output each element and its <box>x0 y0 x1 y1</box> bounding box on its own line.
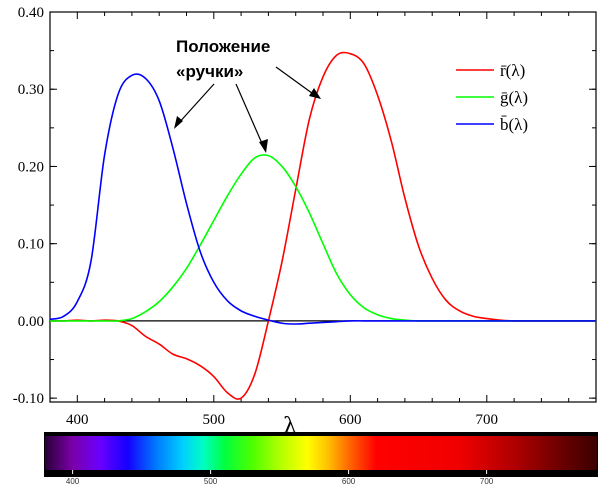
spectrum-ticks: 400 500 600 700 <box>66 470 494 484</box>
y-tick-label: 0.20 <box>18 159 44 175</box>
spectrum-tick-label: 600 <box>342 477 356 484</box>
spectrum-bar <box>45 436 597 470</box>
y-tick-label: 0.00 <box>18 314 44 330</box>
arrow-to-b-line <box>176 83 215 126</box>
annotation-line-2: «ручки» <box>176 62 243 81</box>
y-axis: -0.10 0.00 0.10 0.20 0.30 0.40 <box>13 5 596 407</box>
spectrum-tick-label: 500 <box>204 477 218 484</box>
legend: r̄(λ) ḡ(λ) b̄(λ) <box>456 61 528 134</box>
spectrum-tick-label: 700 <box>480 477 494 484</box>
y-tick-label: -0.10 <box>13 391 44 407</box>
y-tick-label: 0.10 <box>18 237 44 253</box>
x-tick-label: 400 <box>66 412 89 428</box>
arrow-to-b-head <box>174 116 183 129</box>
x-tick-label: 700 <box>476 412 499 428</box>
arrow-to-r-line <box>275 66 317 97</box>
series-line-b <box>49 73 597 325</box>
annotation: Положение «ручки» <box>174 37 321 153</box>
y-tick-label: 0.40 <box>18 5 44 21</box>
annotation-line-1: Положение <box>176 37 270 56</box>
arrow-to-g-line <box>235 83 265 149</box>
legend-label-r: r̄(λ) <box>500 61 525 80</box>
x-tick-label: 600 <box>339 412 362 428</box>
x-axis: 400 500 600 700 <box>66 12 570 428</box>
legend-label-b: b̄(λ) <box>500 115 528 134</box>
arrow-to-r-head <box>309 88 321 99</box>
series-line-g <box>50 154 597 322</box>
spectrum-tick-label: 400 <box>66 477 80 484</box>
legend-label-g: ḡ(λ) <box>500 88 528 107</box>
arrow-to-g-head <box>259 139 268 153</box>
x-tick-label: 500 <box>203 412 226 428</box>
y-tick-label: 0.30 <box>18 82 44 98</box>
series-lines <box>49 51 597 400</box>
